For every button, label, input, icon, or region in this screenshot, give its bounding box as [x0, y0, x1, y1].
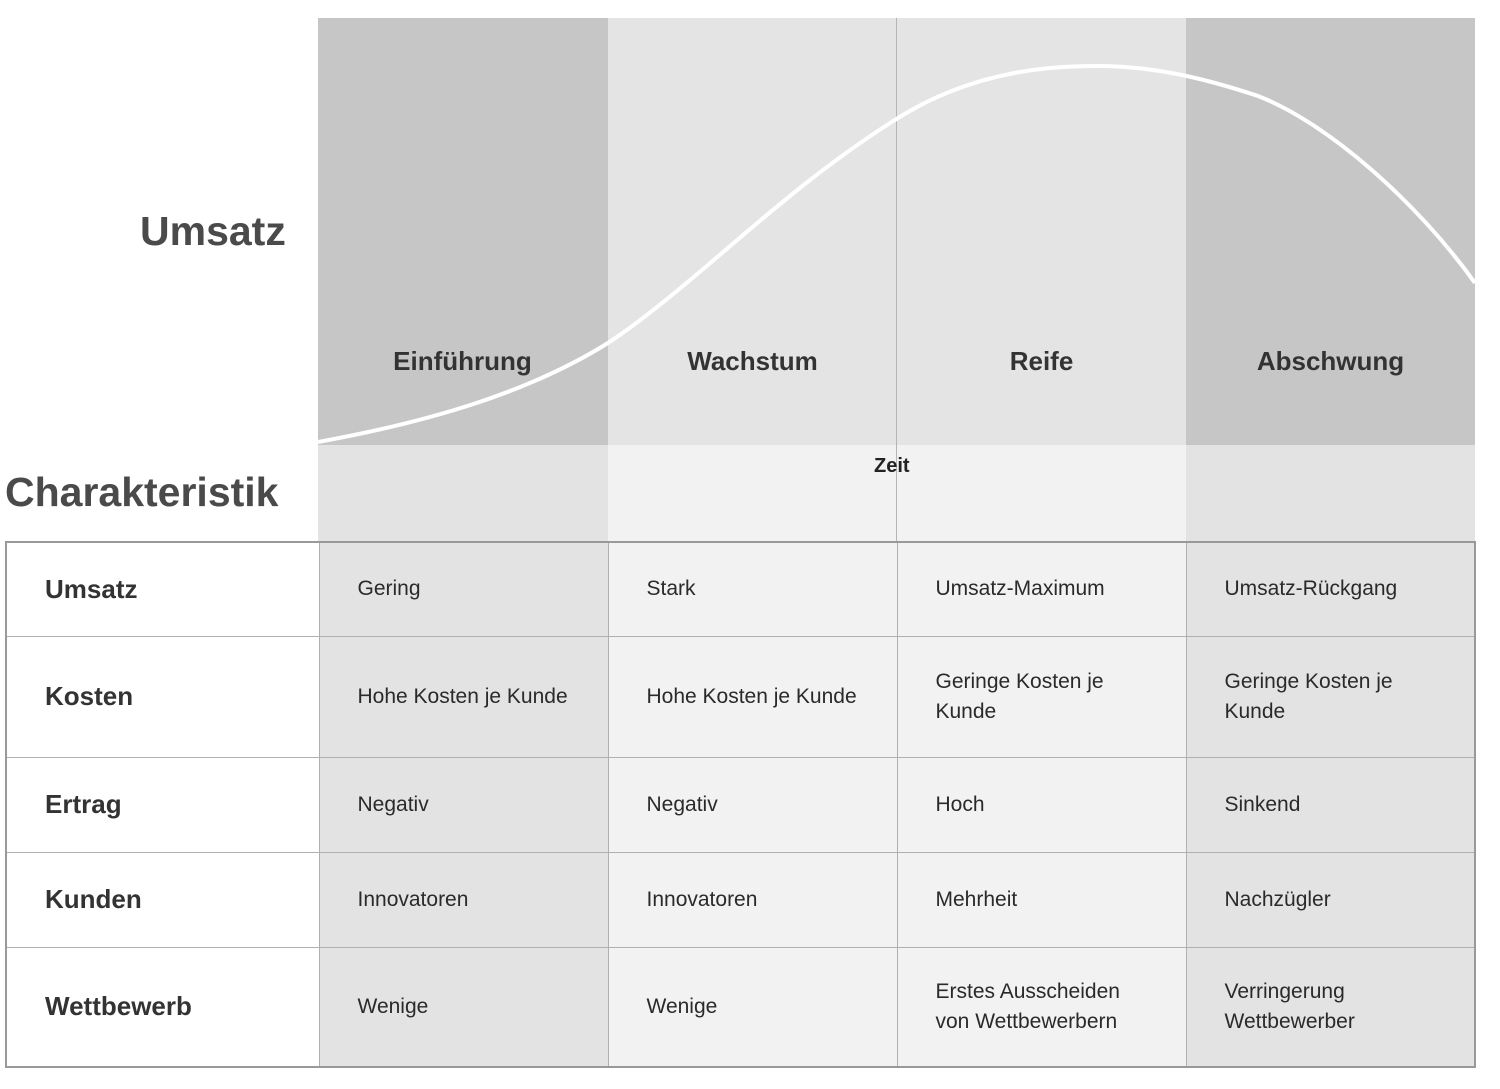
table-cell: Wenige — [318, 946, 609, 1068]
table-cell: Hohe Kosten je Kunde — [607, 635, 898, 758]
table-cell: Umsatz-Maximum — [896, 541, 1187, 637]
table-row: Kosten Hohe Kosten je Kunde Hohe Kosten … — [5, 635, 1476, 758]
table-cell: Mehrheit — [896, 851, 1187, 948]
phase-label-einfuehrung: Einführung — [393, 346, 532, 376]
table-row: Kunden Innovatoren Innovatoren Mehrheit … — [5, 851, 1476, 948]
umsatz-axis-label: Umsatz — [140, 208, 286, 254]
table-cell: Hoch — [896, 756, 1187, 853]
zeit-axis-label: Zeit — [874, 455, 910, 477]
characteristics-table: Umsatz Gering Stark Umsatz-Maximum Umsat… — [5, 541, 1476, 1068]
table-cell: Sinkend — [1185, 756, 1476, 853]
phase-bg-reife — [897, 18, 1186, 445]
sales-curve — [318, 63, 1475, 444]
table-cell: Verringerung Wettbewerber — [1185, 946, 1476, 1068]
table-cell: Wenige — [607, 946, 898, 1068]
phase-label-abschwung: Abschwung — [1256, 346, 1405, 376]
phase-divider-line — [896, 18, 897, 541]
table-cell: Hohe Kosten je Kunde — [318, 635, 609, 758]
table-cell: Geringe Kosten je Kunde — [1185, 635, 1476, 758]
zeit-bg-wachstum — [608, 445, 897, 541]
zeit-bg-einfuehrung — [318, 445, 608, 541]
table-cell: Stark — [607, 541, 898, 637]
table-cell: Erstes Ausscheiden von Wettbewerbern — [896, 946, 1187, 1068]
table-cell: Innovatoren — [318, 851, 609, 948]
row-header-ertrag: Ertrag — [5, 756, 320, 853]
table-cell: Gering — [318, 541, 609, 637]
table-cell: Umsatz-Rückgang — [1185, 541, 1476, 637]
table-cell: Negativ — [607, 756, 898, 853]
table-cell: Negativ — [318, 756, 609, 853]
table-cell: Geringe Kosten je Kunde — [896, 635, 1187, 758]
row-header-wettbewerb: Wettbewerb — [5, 946, 320, 1068]
phase-bg-einfuehrung — [318, 18, 608, 445]
table-row: Umsatz Gering Stark Umsatz-Maximum Umsat… — [5, 541, 1476, 637]
row-header-kosten: Kosten — [5, 635, 320, 758]
charakteristik-heading: Charakteristik — [5, 469, 279, 515]
zeit-bg-abschwung — [1186, 445, 1475, 541]
table-row: Wettbewerb Wenige Wenige Erstes Ausschei… — [5, 946, 1476, 1068]
table-cell: Innovatoren — [607, 851, 898, 948]
table-cell: Nachzügler — [1185, 851, 1476, 948]
phase-bg-wachstum — [608, 18, 897, 445]
phase-label-wachstum: Wachstum — [687, 346, 818, 376]
row-header-umsatz: Umsatz — [5, 541, 320, 637]
zeit-bg-reife — [897, 445, 1186, 541]
row-header-kunden: Kunden — [5, 851, 320, 948]
table-row: Ertrag Negativ Negativ Hoch Sinkend — [5, 756, 1476, 853]
phase-label-reife: Reife — [1009, 346, 1074, 376]
sales-curve-line — [318, 63, 1475, 444]
